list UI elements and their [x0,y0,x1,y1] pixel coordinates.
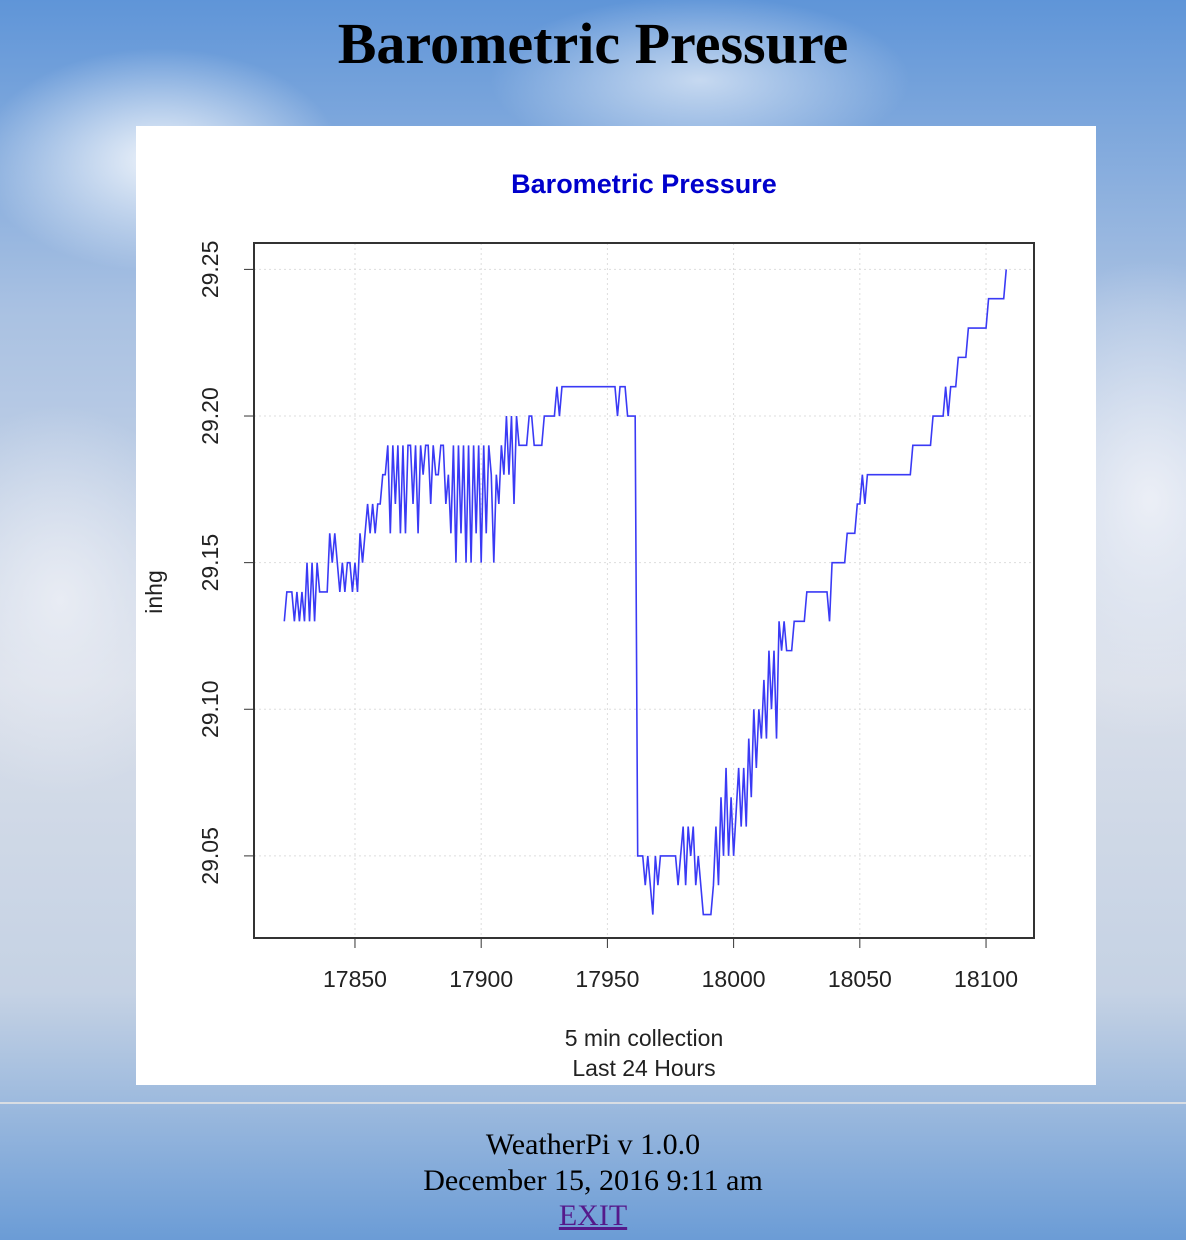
x-tick-label: 18100 [954,966,1018,992]
data-line [283,269,1008,916]
y-tick-label: 29.10 [197,680,223,738]
x-tick-label: 17850 [323,966,387,992]
y-tick-label: 29.05 [197,827,223,885]
timestamp: December 15, 2016 9:11 am [423,1164,763,1197]
chart: Barometric Pressure 5 min collection Las… [136,126,1096,1085]
link-row: EXIT [0,1199,1186,1233]
separator [0,1102,1186,1104]
x-tick-label: 17900 [449,966,513,992]
x-tick-label: 18000 [702,966,766,992]
y-tick-label: 29.20 [197,387,223,445]
version: WeatherPi v 1.0.0 [485,1128,701,1161]
page-heading: Barometric Pressure [337,11,849,76]
chart-title: Barometric Pressure [511,169,777,199]
x-tick-label: 18050 [828,966,892,992]
plot-frame [253,242,1035,939]
x-tick-label: 17950 [575,966,639,992]
y-axis-label: inhg [141,570,167,613]
x-axis-label: Last 24 Hours [572,1055,715,1081]
exit-link[interactable]: EXIT [558,1199,628,1232]
y-tick-label: 29.25 [197,241,223,299]
y-tick-label: 29.15 [197,534,223,592]
x-axis-label: 5 min collection [565,1025,724,1051]
